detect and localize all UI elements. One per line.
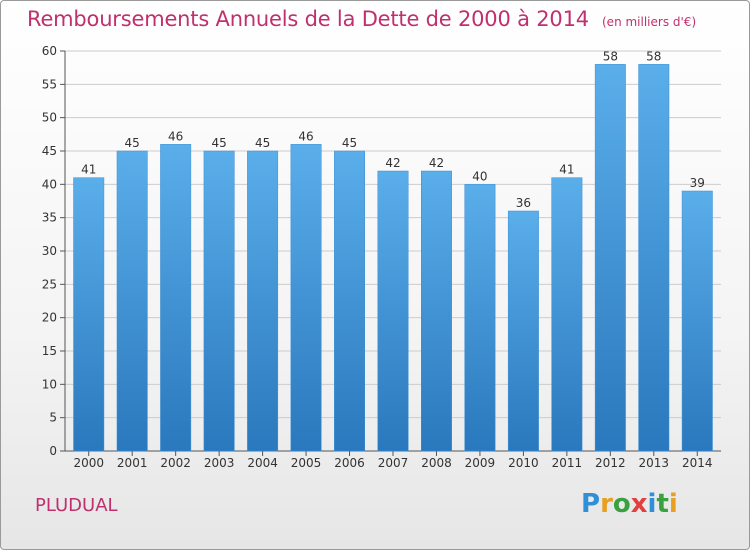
bar-2000[interactable] xyxy=(73,177,105,452)
bar-2009[interactable] xyxy=(464,184,496,452)
bar-2011[interactable] xyxy=(551,177,583,452)
x-tick-label-2001: 2001 xyxy=(117,456,148,470)
data-label-2013: 58 xyxy=(646,49,661,63)
x-tick-label-2004: 2004 xyxy=(247,456,278,470)
x-tick-label-2012: 2012 xyxy=(595,456,626,470)
data-label-2014: 39 xyxy=(690,176,705,190)
x-tick-label-2008: 2008 xyxy=(421,456,452,470)
data-label-2010: 36 xyxy=(516,196,531,210)
x-tick-label-2003: 2003 xyxy=(204,456,235,470)
data-label-2009: 40 xyxy=(472,169,487,183)
logo-letter: r xyxy=(600,489,613,519)
logo-letter: t xyxy=(656,489,669,519)
bar-2013[interactable] xyxy=(638,64,670,452)
y-tick-labels: 0 5 10 15 20 25 30 35 40 45 50 55 60 xyxy=(42,44,57,458)
y-tick-label: 45 xyxy=(42,144,57,158)
x-tick-label-2014: 2014 xyxy=(682,456,713,470)
data-label-2011: 41 xyxy=(559,163,574,177)
x-tick-labels: 2000 2001 2002 2003 2004 2005 2006 2007 2008 2009… xyxy=(73,456,712,470)
bar-2008[interactable] xyxy=(421,170,452,452)
logo-letter: o xyxy=(612,489,631,519)
logo-letter: i xyxy=(647,489,657,519)
title-row: Remboursements Annuels de la Dette de 20… xyxy=(27,7,696,31)
bar-2003[interactable] xyxy=(203,150,235,452)
y-tick-label: 35 xyxy=(42,211,57,225)
bar-2007[interactable] xyxy=(377,170,409,452)
bar-2012[interactable] xyxy=(594,64,626,452)
data-label-2000: 41 xyxy=(81,163,96,177)
chart-title: Remboursements Annuels de la Dette de 20… xyxy=(27,7,589,31)
y-tick-label: 10 xyxy=(42,377,57,391)
x-tick-label-2005: 2005 xyxy=(291,456,322,470)
x-tick-label-2006: 2006 xyxy=(334,456,365,470)
bar-2004[interactable] xyxy=(247,150,279,452)
x-tick-label-2013: 2013 xyxy=(639,456,670,470)
bar-2005[interactable] xyxy=(290,144,322,452)
commune-name: PLUDUAL xyxy=(35,495,118,516)
y-tick-label: 40 xyxy=(42,177,57,191)
y-tick-label: 50 xyxy=(42,111,57,125)
x-tick-label-2009: 2009 xyxy=(465,456,496,470)
y-tick-label: 20 xyxy=(42,311,57,325)
bar-2006[interactable] xyxy=(334,150,365,452)
data-labels: 41 45 46 45 45 46 45 42 42 40 36 41 58 58 39 xyxy=(81,49,705,210)
x-tick-label-2000: 2000 xyxy=(73,456,104,470)
chart-subtitle: (en milliers d'€) xyxy=(602,15,697,29)
data-label-2012: 58 xyxy=(603,49,618,63)
x-tick-label-2011: 2011 xyxy=(552,456,583,470)
data-label-2007: 42 xyxy=(385,156,400,170)
data-label-2008: 42 xyxy=(429,156,444,170)
x-tick-label-2010: 2010 xyxy=(508,456,539,470)
bar-2014[interactable] xyxy=(681,190,713,452)
logo-letter: i xyxy=(668,489,678,519)
y-tick-label: 55 xyxy=(42,77,57,91)
logo-letter: x xyxy=(630,489,648,519)
data-label-2003: 45 xyxy=(211,136,226,150)
data-label-2004: 45 xyxy=(255,136,270,150)
bar-2002[interactable] xyxy=(160,144,192,452)
proxiti-logo[interactable]: Proxiti xyxy=(581,489,678,519)
y-tick-label: 25 xyxy=(42,277,57,291)
y-tick-label: 30 xyxy=(42,244,57,258)
x-tick-label-2002: 2002 xyxy=(160,456,191,470)
data-label-2001: 45 xyxy=(125,136,140,150)
x-tick-label-2007: 2007 xyxy=(378,456,409,470)
bars xyxy=(73,64,713,452)
data-label-2006: 45 xyxy=(342,136,357,150)
y-tick-label: 15 xyxy=(42,344,57,358)
data-label-2005: 46 xyxy=(298,129,313,143)
y-tick-label: 5 xyxy=(49,411,57,425)
bar-2010[interactable] xyxy=(507,210,539,452)
logo-letter: P xyxy=(581,489,601,519)
y-tick-label: 0 xyxy=(49,444,57,458)
y-tick-label: 60 xyxy=(42,44,57,58)
bar-2001[interactable] xyxy=(116,150,148,452)
data-label-2002: 46 xyxy=(168,129,183,143)
